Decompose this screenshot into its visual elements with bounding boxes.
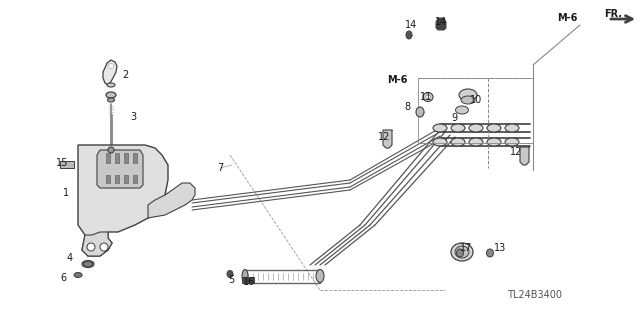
Text: M-6: M-6	[387, 75, 408, 85]
Text: TL24B3400: TL24B3400	[507, 290, 562, 300]
Bar	[418, 78, 533, 143]
Text: 17: 17	[460, 243, 472, 253]
Ellipse shape	[456, 249, 463, 257]
Bar	[106, 153, 110, 163]
Bar	[115, 175, 119, 183]
Ellipse shape	[456, 106, 468, 114]
Bar	[60, 161, 74, 168]
Ellipse shape	[242, 270, 248, 283]
Ellipse shape	[505, 124, 519, 132]
Circle shape	[100, 243, 108, 251]
Ellipse shape	[433, 138, 447, 146]
Ellipse shape	[459, 89, 477, 101]
Ellipse shape	[469, 124, 483, 132]
Bar	[133, 153, 137, 163]
Ellipse shape	[107, 83, 115, 87]
Text: 1: 1	[63, 188, 69, 198]
Polygon shape	[103, 60, 117, 85]
Text: 13: 13	[494, 243, 506, 253]
Ellipse shape	[451, 124, 465, 132]
Ellipse shape	[451, 243, 473, 261]
Ellipse shape	[461, 96, 475, 104]
Text: 12: 12	[378, 132, 390, 142]
Text: 12: 12	[510, 147, 522, 157]
Ellipse shape	[227, 271, 233, 278]
Ellipse shape	[82, 261, 94, 268]
Circle shape	[87, 243, 95, 251]
Ellipse shape	[84, 262, 92, 266]
Ellipse shape	[416, 107, 424, 117]
Ellipse shape	[106, 92, 116, 98]
Ellipse shape	[316, 270, 324, 283]
Text: 3: 3	[130, 112, 136, 122]
Ellipse shape	[108, 63, 114, 69]
Ellipse shape	[487, 138, 501, 146]
Bar	[124, 153, 128, 163]
Polygon shape	[436, 18, 446, 30]
Bar	[133, 175, 137, 183]
Polygon shape	[383, 130, 392, 148]
Ellipse shape	[455, 246, 469, 258]
Ellipse shape	[487, 124, 501, 132]
Bar	[106, 175, 110, 183]
Text: 14: 14	[435, 17, 447, 27]
Text: 7: 7	[217, 163, 223, 173]
Bar	[115, 153, 119, 163]
Ellipse shape	[423, 93, 433, 101]
Ellipse shape	[406, 31, 412, 39]
Ellipse shape	[505, 138, 519, 146]
Ellipse shape	[74, 272, 82, 278]
Bar	[242, 277, 254, 283]
Text: 5: 5	[228, 275, 234, 285]
Polygon shape	[78, 145, 168, 256]
Text: 14: 14	[405, 20, 417, 30]
Text: 10: 10	[470, 95, 483, 105]
Polygon shape	[520, 147, 529, 165]
Polygon shape	[97, 150, 143, 188]
Ellipse shape	[108, 98, 115, 102]
Text: 6: 6	[60, 273, 66, 283]
Ellipse shape	[486, 249, 493, 257]
Text: 9: 9	[451, 113, 457, 123]
Text: 16: 16	[243, 277, 255, 287]
Ellipse shape	[426, 95, 431, 99]
Text: 11: 11	[420, 92, 432, 102]
Ellipse shape	[433, 124, 447, 132]
Ellipse shape	[469, 138, 483, 146]
Text: M-6: M-6	[557, 13, 577, 23]
Bar	[124, 175, 128, 183]
Text: 2: 2	[122, 70, 128, 80]
Text: 4: 4	[67, 253, 73, 263]
Text: 8: 8	[404, 102, 410, 112]
Ellipse shape	[451, 138, 465, 146]
Polygon shape	[148, 183, 195, 218]
Circle shape	[108, 147, 114, 153]
Text: FR.: FR.	[604, 9, 622, 19]
Polygon shape	[82, 232, 112, 256]
Text: 15: 15	[56, 158, 68, 168]
